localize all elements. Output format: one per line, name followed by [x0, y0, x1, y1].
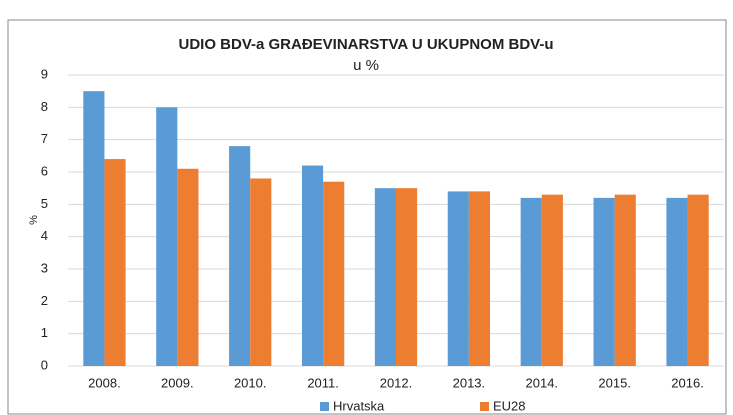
y-tick-label: 8	[41, 99, 48, 114]
bar	[323, 181, 345, 366]
y-tick-label: 3	[41, 260, 48, 275]
bar	[593, 197, 615, 366]
bar	[156, 107, 178, 366]
legend-swatch	[320, 402, 329, 411]
legend-label: EU28	[493, 398, 526, 413]
bar	[396, 188, 418, 366]
y-tick-label: 0	[41, 357, 48, 372]
bar	[104, 159, 126, 366]
bar	[687, 194, 709, 366]
legend-swatch	[480, 402, 489, 411]
y-tick-label: 6	[41, 163, 48, 178]
y-tick-label: 1	[41, 325, 48, 340]
x-tick-label: 2015.	[598, 375, 631, 390]
bar	[83, 91, 105, 367]
bar	[468, 191, 491, 366]
bar	[177, 168, 199, 366]
y-tick-label: 7	[41, 131, 48, 146]
y-tick-label: 4	[41, 228, 48, 243]
x-tick-label: 2012.	[380, 375, 413, 390]
chart-subtitle: u %	[353, 57, 379, 74]
bar	[301, 165, 324, 366]
x-tick-label: 2013.	[453, 375, 486, 390]
x-tick-label: 2011.	[307, 375, 339, 390]
x-tick-label: 2008.	[88, 375, 121, 390]
bar	[541, 194, 563, 366]
bar	[666, 197, 688, 366]
x-tick-label: 2014.	[526, 375, 559, 390]
bar	[374, 188, 396, 366]
x-tick-label: 2010.	[234, 375, 267, 390]
bar	[250, 178, 272, 366]
y-axis-label: %	[28, 215, 40, 225]
y-tick-label: 2	[41, 293, 48, 308]
x-tick-label: 2016.	[671, 375, 704, 390]
chart-title: UDIO BDV-a GRAĐEVINARSTVA U UKUPNOM BDV-…	[178, 36, 553, 53]
y-tick-label: 5	[41, 196, 48, 211]
x-tick-label: 2009.	[161, 375, 194, 390]
y-tick-label: 9	[41, 66, 48, 81]
legend-label: Hrvatska	[333, 398, 385, 413]
bar	[520, 197, 542, 366]
bar	[614, 194, 636, 366]
bar	[229, 146, 251, 366]
bar	[447, 191, 469, 366]
